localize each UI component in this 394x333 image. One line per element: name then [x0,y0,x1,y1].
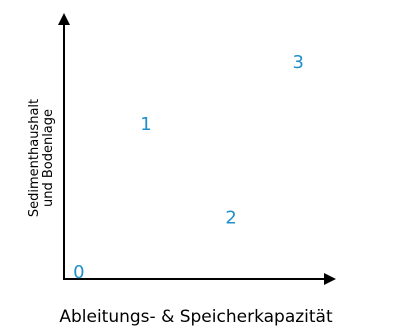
x-axis-arrow [324,273,336,285]
data-point-label-1: 1 [140,114,151,135]
points-layer: 0 1 2 3 [73,52,304,283]
labels-layer: Ableitungs- & Speicherkapazität Sedimenth… [27,99,333,327]
y-axis-label-line-2: und Bodenlage [41,109,56,207]
axes-layer [58,13,336,285]
y-axis-label-line-1: Sedimenthaushalt [27,99,42,217]
data-point-label-2: 2 [225,208,236,229]
y-axis-arrow [58,13,70,25]
data-point-label-3: 3 [292,52,303,73]
x-axis-label: Ableitungs- & Speicherkapazität [59,307,333,327]
data-point-label-0: 0 [73,262,84,283]
